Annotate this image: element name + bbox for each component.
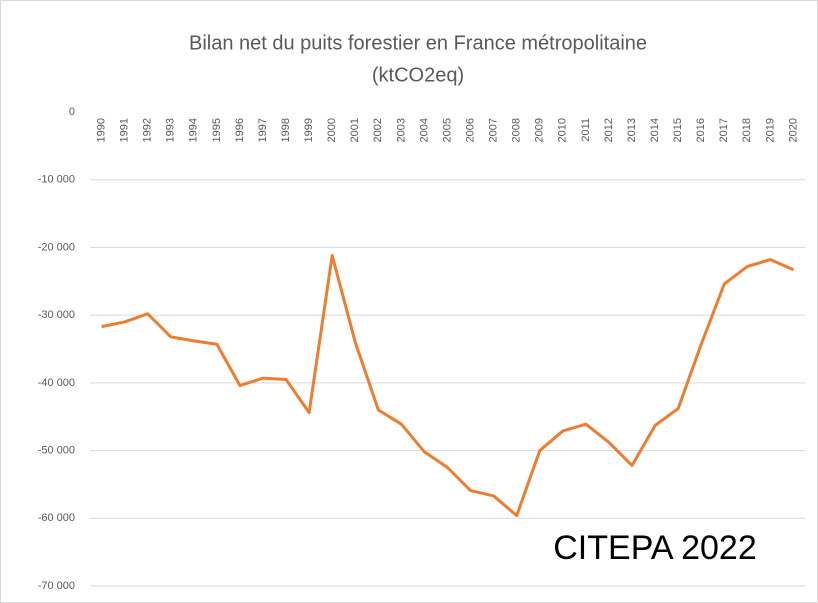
x-tick-label: 2013 [626,118,638,142]
x-tick-label: 2012 [603,118,615,142]
x-tick-label: 1991 [119,118,131,142]
x-tick-label: 1994 [188,118,200,142]
x-tick-label: 1996 [234,118,246,142]
line-series [101,254,795,518]
x-tick-label: 2014 [649,118,661,142]
x-tick-label: 1999 [303,118,315,142]
y-tick-label: -60 000 [38,512,75,524]
x-tick-label: 2016 [695,118,707,142]
x-tick-label: 1990 [95,118,107,142]
y-tick-label: -40 000 [38,377,75,389]
x-tick-label: 2018 [741,118,753,142]
y-tick-label: -50 000 [38,444,75,456]
x-tick-label: 2000 [326,118,338,142]
x-tick-label: 2006 [464,118,476,142]
x-tick-label: 2007 [488,118,500,142]
x-tick-label: 1997 [257,118,269,142]
chart-title: (ktCO2eq) [372,64,464,86]
x-tick-label: 1992 [142,118,154,142]
x-tick-label: 2001 [349,118,361,142]
x-tick-label: 2010 [557,118,569,142]
x-tick-label: 2009 [534,118,546,142]
x-tick-label: 1993 [165,118,177,142]
x-tick-label: 2020 [787,118,799,142]
chart-title: Bilan net du puits forestier en France m… [189,32,647,54]
x-tick-label: 2019 [764,118,776,142]
x-tick-label: 2015 [672,118,684,142]
x-tick-label: 1998 [280,118,292,142]
y-tick-label: 0 [69,106,75,118]
y-tick-label: -70 000 [38,580,75,592]
x-tick-label: 2017 [718,118,730,142]
x-tick-label: 2003 [395,118,407,142]
x-tick-label: 1995 [211,118,223,142]
y-tick-label: -30 000 [38,309,75,321]
x-tick-label: 2008 [511,118,523,142]
x-tick-label: 2002 [372,118,384,142]
y-tick-label: -10 000 [38,174,75,186]
x-tick-label: 2005 [441,118,453,142]
y-tick-label: -20 000 [38,241,75,253]
x-tick-label: 2011 [580,118,592,142]
x-tick-label: 2004 [418,118,430,142]
annotation: CITEPA 2022 [553,529,757,567]
